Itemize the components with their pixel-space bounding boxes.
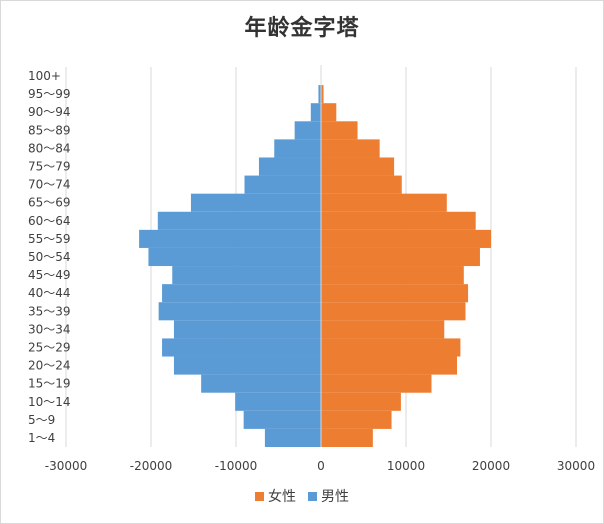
bar-male [243,410,321,429]
bar-female [321,410,392,429]
bar-female [321,356,457,375]
bar-female [321,428,373,447]
bar-female [321,266,464,285]
chart-legend: 女性 男性 [0,486,604,506]
category-label: 55～59 [28,232,71,246]
bar-male [148,247,321,267]
bar-male [294,121,321,140]
bar-female [321,139,380,158]
category-label: 80～84 [28,141,71,155]
x-tick-label: -20000 [130,459,173,473]
category-label: 30～34 [28,322,71,336]
bar-male [274,139,321,158]
bar-female [321,338,461,357]
legend-swatch-female [255,491,264,501]
bar-male [139,229,321,248]
category-label: 45～49 [28,268,71,282]
bar-female [321,157,395,176]
bar-male [264,428,321,447]
category-label: 75～79 [28,160,71,174]
bar-male [244,175,321,194]
bar-male [235,392,321,411]
bar-male [310,103,321,122]
category-label: 70～74 [28,178,71,192]
bar-female [321,320,445,339]
bar-male [173,356,321,375]
category-label: 25～29 [28,340,71,354]
x-tick-label: -10000 [215,459,258,473]
x-tick-label: 20000 [472,459,510,473]
category-label: 1～4 [28,431,55,445]
category-label: 15～19 [28,377,71,391]
bar-female [321,302,466,321]
bar-female [321,85,324,104]
bar-male [173,320,321,339]
bar-female [321,392,401,411]
bar-male [162,284,321,303]
bar-male [258,157,321,176]
legend-label-female: 女性 [268,489,296,505]
bar-female [321,121,358,140]
legend-label-male: 男性 [321,489,349,505]
category-label: 60～64 [28,214,71,228]
bar-female [321,374,432,393]
category-label: 100+ [28,69,61,83]
bar-male [318,85,321,104]
category-label: 95～99 [28,87,71,101]
bar-female [321,247,480,267]
category-label: 20～24 [28,359,71,373]
bar-female [321,211,476,230]
x-tick-label: 0 [317,459,325,473]
category-label: 10～14 [28,395,71,409]
category-label: 90～94 [28,105,71,119]
bar-female [321,193,447,212]
legend-swatch-male [308,491,317,501]
chart-title: 年龄金字塔 [244,15,360,41]
bar-female [321,103,337,122]
category-label: 65～69 [28,196,71,210]
bar-male [172,266,321,285]
legend-item-female: 女性 [255,486,296,506]
bar-male [158,302,321,321]
x-tick-label: 10000 [387,459,425,473]
category-label: 85～89 [28,123,71,137]
bar-female [321,229,491,248]
bar-female [321,175,402,194]
x-tick-label: 30000 [557,459,595,473]
category-label: 35～39 [28,304,71,318]
bar-male [157,211,321,230]
bar-male [190,193,321,212]
legend-item-male: 男性 [308,486,349,506]
bar-female [321,284,469,303]
category-label: 5～9 [28,413,55,427]
category-label: 40～44 [28,286,71,300]
bar-male [201,374,321,393]
x-tick-label: -30000 [45,459,88,473]
bar-male [162,338,321,357]
category-label: 50～54 [28,250,71,264]
